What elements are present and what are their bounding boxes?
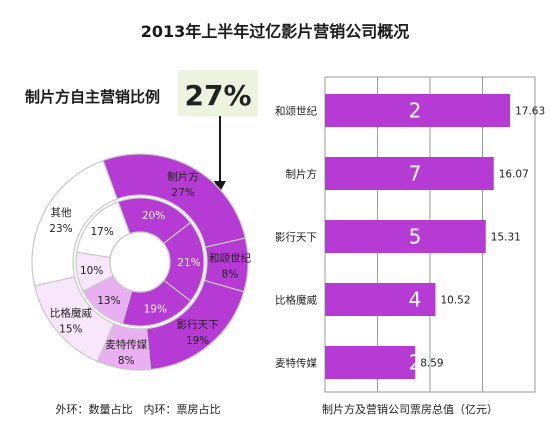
- bar-value-label: 8.59: [420, 358, 443, 370]
- donut-hole: [109, 231, 171, 293]
- bar: [325, 220, 486, 253]
- donut-chart: 制片方 27% 和颂世纪 8% 影行天下 19% 麦特传媒 8% 比格魔威 15% 其他 23% 20%…: [31, 153, 251, 371]
- bar: [325, 157, 494, 190]
- bar-value-label: 17.63: [515, 106, 545, 118]
- donut-caption: 外环：数量占比 内环：票房占比: [56, 402, 221, 416]
- bar-count-label: 2: [409, 351, 422, 375]
- bar: [325, 94, 511, 127]
- pointer-arrowhead: [214, 181, 226, 192]
- outer-ring-slice-pct: 19%: [186, 335, 209, 347]
- bar-value-label: 15.31: [491, 232, 521, 244]
- outer-ring-slice-pct: 15%: [59, 324, 82, 336]
- inner-ring-slice-pct: 20%: [142, 210, 165, 222]
- outer-ring-slice-0: [102, 153, 247, 248]
- inner-ring-slice-pct: 10%: [80, 265, 103, 277]
- bar-chart: 和颂世纪 2 17.63 制片方 7 16.07 影行天下 5 15.31 比格魔威 4 10.52 麦…: [275, 76, 545, 393]
- bar-count-label: 4: [409, 288, 422, 312]
- category-label: 影行天下: [275, 231, 317, 244]
- category-label: 比格魔威: [275, 294, 317, 307]
- bar-x-axis-label: 制片方及营销公司票房总值（亿元）: [322, 402, 498, 416]
- outer-ring-slice-name: 其他: [50, 206, 71, 219]
- outer-ring-slice-name: 影行天下: [177, 318, 219, 331]
- bar-count-label: 2: [409, 99, 422, 123]
- category-label: 制片方: [286, 168, 318, 181]
- inner-ring-slice-pct: 19%: [144, 304, 167, 316]
- category-label: 和颂世纪: [275, 106, 317, 118]
- outer-ring-slice-name: 麦特传媒: [105, 338, 147, 351]
- page-title: 2013年上半年过亿影片营销公司概况: [141, 22, 410, 41]
- inner-ring-slice-pct: 13%: [97, 295, 120, 307]
- bar-value-label: 16.07: [499, 169, 529, 181]
- bar-count-label: 7: [409, 162, 422, 186]
- outer-ring-slice-pct: 23%: [49, 223, 72, 235]
- outer-ring-slice-5: [31, 159, 118, 287]
- bar: [325, 283, 436, 316]
- bar: [325, 346, 416, 379]
- outer-ring-slice-pct: 8%: [118, 355, 135, 367]
- category-label: 麦特传媒: [275, 357, 317, 370]
- outer-ring-slice-name: 比格魔威: [50, 307, 92, 320]
- outer-ring-slice-pct: 27%: [171, 187, 194, 199]
- bar-value-label: 10.52: [440, 295, 470, 307]
- donut-heading: 制片方自主营销比例: [25, 88, 160, 106]
- outer-ring-slice-name: 和颂世纪: [209, 253, 251, 265]
- outer-ring-slice-pct: 8%: [222, 269, 239, 281]
- inner-ring-slice-pct: 17%: [90, 226, 113, 238]
- highlight-value: 27%: [184, 79, 251, 112]
- inner-ring-slice-pct: 21%: [177, 257, 200, 269]
- outer-ring-slice-name: 制片方: [167, 170, 199, 183]
- highlight-box: [178, 70, 258, 116]
- bar-count-label: 5: [409, 225, 422, 249]
